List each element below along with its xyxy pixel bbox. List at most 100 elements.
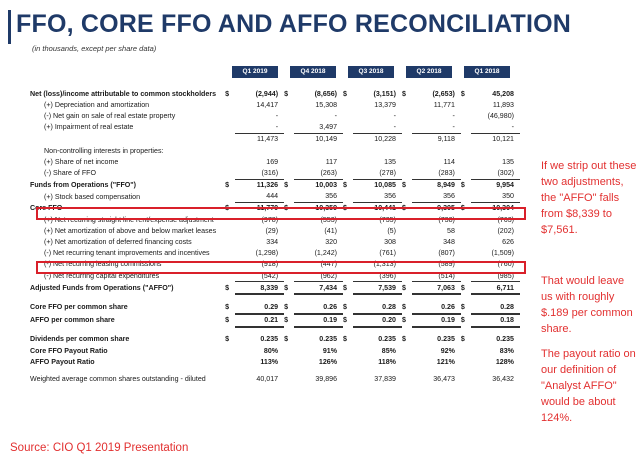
dollar-sign (402, 236, 412, 247)
highlight-stock-comp (36, 207, 526, 220)
cell-value: (1,242) (314, 249, 338, 258)
cell-value: 7,434 (294, 281, 344, 296)
cell-value (353, 145, 402, 156)
dollar-sign (225, 294, 235, 301)
dollar-sign (343, 156, 353, 167)
cell-value: 37,839 (374, 374, 396, 383)
cell-value: (46,980) (487, 111, 514, 120)
dollar-sign (343, 248, 353, 259)
cell-value: (316) (261, 168, 279, 177)
dollar-sign (284, 122, 294, 134)
dollar-sign (343, 110, 353, 121)
cell-value: 7,063 (412, 281, 461, 296)
dollar-sign (402, 225, 412, 236)
cell-value: 11,893 (492, 100, 514, 109)
cell-value: 348 (443, 238, 455, 247)
dollar-sign: $ (343, 335, 347, 344)
dollar-sign: $ (460, 316, 465, 325)
dollar-sign (402, 99, 412, 110)
dollar-sign: $ (284, 89, 289, 98)
table-row: Core FFO per common share $0.29 $0.26 $0.28… (30, 301, 520, 315)
dollar-sign (461, 373, 471, 384)
dollar-sign: $ (225, 335, 230, 344)
cell-value: 117 (325, 157, 338, 166)
dollar-sign (343, 191, 353, 203)
dollar-sign (225, 373, 235, 384)
dollar-sign (284, 294, 294, 301)
dollar-sign: $ (225, 303, 230, 312)
dollar-sign (461, 133, 471, 145)
dollar-sign: $ (343, 284, 347, 293)
cell-value: (514) (438, 271, 455, 280)
cell-value: 7,539 (353, 281, 402, 296)
cell-value: 356 (384, 192, 396, 201)
cell-value: - (511, 123, 514, 132)
row-label: Non-controlling interests in properties: (44, 146, 164, 155)
page-subtitle: (in thousands, except per share data) (32, 44, 157, 53)
cell-value: 6,711 (471, 281, 520, 296)
dollar-sign: $ (343, 316, 347, 325)
dollar-sign: $ (401, 284, 406, 293)
row-label: (-) Share of FFO (44, 169, 97, 178)
table-row: Dividends per common share $0.235 $0.235 $0… (30, 334, 520, 345)
dollar-sign: $ (225, 180, 230, 189)
cell-value (235, 145, 284, 156)
cell-value: 350 (502, 192, 514, 201)
dollar-sign: $ (343, 89, 347, 98)
note-per-share: That would leave us with roughly $.189 p… (541, 275, 633, 335)
cell-value: - (452, 123, 455, 132)
dollar-sign (343, 345, 353, 356)
cell-value (294, 327, 343, 334)
dollar-sign: $ (225, 89, 230, 98)
cell-value: (202) (497, 226, 514, 235)
cell-value: 11,771 (433, 100, 455, 109)
cell-value: 0.28 (471, 301, 520, 315)
dollar-sign: $ (401, 316, 406, 325)
cell-value: 126% (318, 357, 338, 366)
cell-value: 0.19 (294, 313, 344, 328)
cell-value: (962) (320, 271, 338, 280)
cell-value: 113% (260, 357, 279, 366)
cell-value: (589) (438, 260, 455, 269)
dollar-sign (402, 248, 412, 259)
cell-value (235, 294, 284, 301)
cell-value (412, 294, 461, 301)
cell-value: 0.235 (437, 335, 455, 344)
dollar-sign (343, 167, 353, 179)
column-header-q3-2018: Q3 2018 (348, 66, 394, 78)
dollar-sign: $ (460, 284, 465, 293)
cell-value: 36,473 (433, 374, 455, 383)
dollar-sign (402, 294, 412, 301)
row-label: (+) Stock based compensation (44, 192, 141, 201)
cell-value: (1,298) (255, 249, 279, 258)
row-label: AFFO per common share (30, 316, 115, 325)
cell-value: (760) (497, 260, 514, 269)
dollar-sign (284, 356, 294, 367)
cell-value: (1,509) (491, 249, 514, 258)
cell-value: 92% (440, 346, 455, 355)
cell-value: 15,308 (315, 100, 338, 109)
dollar-sign (343, 294, 353, 301)
dollar-sign (402, 122, 412, 134)
cell-value (353, 294, 402, 301)
table-row: (-) Net recurring leasing commissions (91… (30, 259, 520, 270)
dollar-sign (225, 345, 235, 356)
cell-value: 128% (495, 357, 514, 366)
table-row: (+) Share of net income 169 117 135 114 135 (30, 156, 520, 167)
table-row: (+) Stock based compensation 444 356 356 356… (30, 191, 520, 203)
dollar-sign (225, 167, 235, 179)
table-row: AFFO Payout Ratio 113% 126% 118% 121% 128% (30, 356, 520, 367)
dollar-sign (284, 345, 294, 356)
cell-value: 135 (384, 157, 396, 166)
dollar-sign: $ (284, 180, 289, 189)
table-row (30, 294, 520, 301)
cell-value: 356 (443, 192, 455, 201)
dollar-sign (284, 167, 294, 179)
table-row: Net (loss)/income attributable to common… (30, 88, 520, 99)
dollar-sign (461, 345, 471, 356)
table-row: (+) Impairment of real estate - 3,497 - - - (30, 122, 520, 134)
table-row: Funds from Operations ("FFO") $11,326 $10,… (30, 178, 520, 191)
cell-value: 39,896 (315, 374, 338, 383)
dollar-sign (343, 133, 353, 145)
row-label (30, 294, 225, 301)
